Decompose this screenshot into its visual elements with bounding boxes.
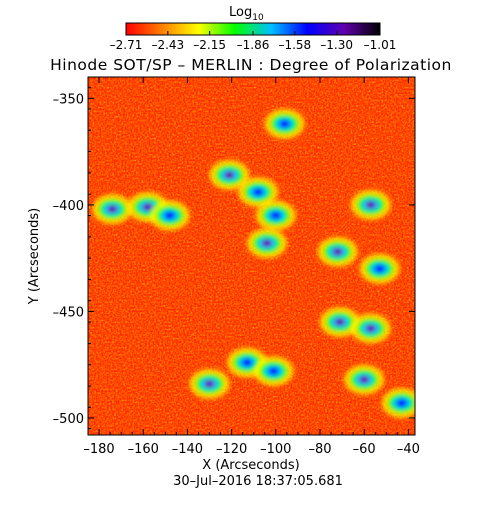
polarization-region [246,228,287,259]
y-axis: –350 –400 –450 –500 [53,87,415,430]
chart-title: Hinode SOT/SP – MERLIN : Degree of Polar… [50,56,452,74]
polarization-region [238,177,279,208]
y-tick-label: –350 [53,92,84,107]
colorbar-tick-label: –2.43 [151,38,184,52]
high-polarization-regions [92,108,415,419]
heatmap-image [88,77,415,435]
polarization-region [359,253,400,284]
x-tick-label: –160 [128,442,159,457]
x-tick-label: –180 [83,442,114,457]
polarization-region [255,200,296,231]
polarization-region [350,189,391,220]
y-tick-label: –400 [53,199,84,214]
polarization-region [253,356,294,387]
polarization-region [319,307,360,338]
polarization-region [264,108,305,139]
x-tick-label: –80 [308,442,331,457]
x-tick-label: –120 [216,442,247,457]
polarization-region [344,364,385,395]
y-axis-label: Y (Arcseconds) [27,208,42,305]
x-tick-label: –140 [172,442,203,457]
polarization-region [317,236,358,267]
timestamp: 30–Jul–2016 18:37:05.681 [173,474,343,489]
polarization-region [149,200,190,231]
colorbar: Log10 –2.71 –2.43 –2.15 –1.86 –1.58 –1.30 –1.0… [110,5,397,52]
colorbar-tick-label: –2.71 [110,38,143,52]
x-tick-label: –60 [353,442,376,457]
polarization-region [92,194,133,225]
y-tick-label: –500 [53,412,84,427]
polarization-region [189,368,230,399]
colorbar-tick-label: –1.58 [278,38,311,52]
x-axis-label: X (Arcseconds) [202,458,299,473]
colorbar-tick-label: –1.86 [237,38,270,52]
polarization-region [350,313,391,344]
y-tick-label: –450 [53,305,84,320]
polarization-region [209,160,250,191]
colorbar-ticks: –2.71 –2.43 –2.15 –1.86 –1.58 –1.30 –1.01 [110,31,397,52]
colorbar-tick-label: –1.01 [364,38,397,52]
colorbar-tick-label: –2.15 [193,38,226,52]
x-tick-label: –40 [397,442,420,457]
colorbar-tick-label: –1.30 [320,38,353,52]
x-tick-label: –100 [260,442,291,457]
polarization-region [381,388,415,419]
x-axis: –180 –160 –140 –120 –100 –80 –60 –40 [83,77,420,457]
colorbar-label: Log10 [229,5,264,23]
plot-frame [87,76,416,436]
